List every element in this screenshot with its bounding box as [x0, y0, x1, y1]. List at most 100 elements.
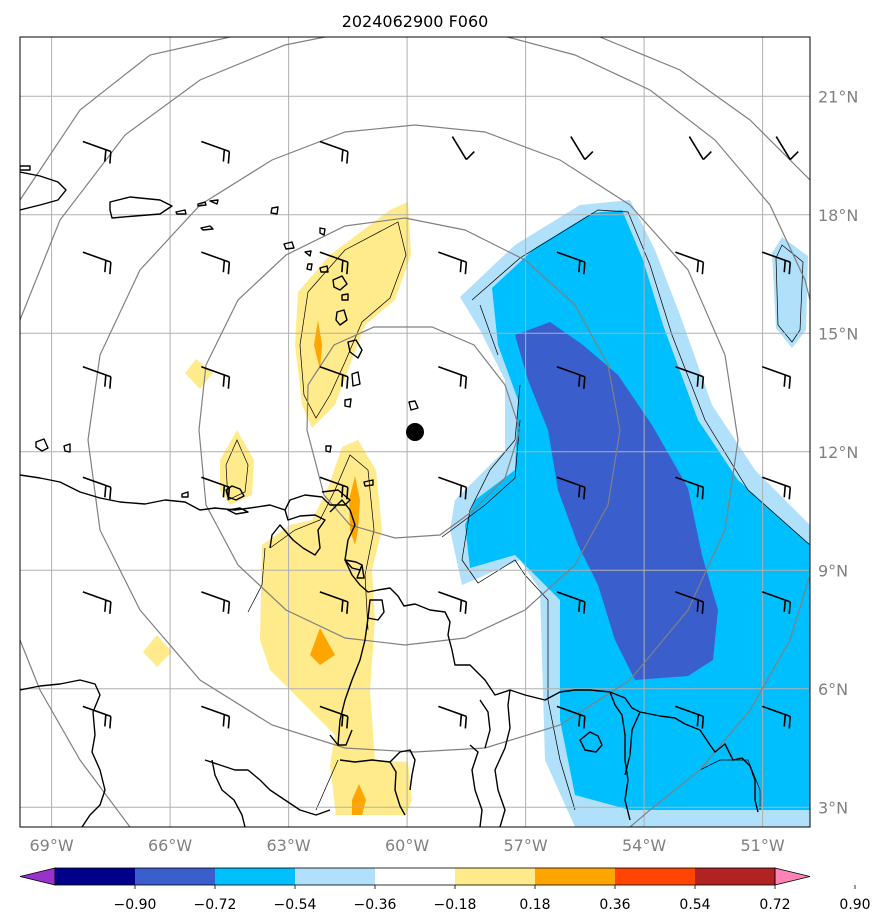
coastlines-segment-27 — [283, 241, 295, 250]
wind-barb — [675, 705, 705, 729]
wind-barb — [688, 136, 712, 161]
lat-lon-grid — [20, 37, 810, 827]
coastlines-segment-54 — [20, 679, 106, 827]
storm-center-marker — [406, 423, 424, 441]
coastlines-segment-33 — [341, 293, 349, 301]
longitude-tick-label: 69°W — [30, 836, 74, 855]
colorbar-tick-label: 0.36 — [599, 897, 630, 913]
wind-barb — [201, 591, 231, 614]
wind-barb — [761, 591, 792, 614]
coastlines-segment-51 — [367, 599, 385, 621]
wind-barb — [82, 476, 112, 500]
colorbar-band — [695, 868, 775, 885]
coastlines-segment-50 — [356, 564, 365, 579]
field-contour-lines-segment-2 — [461, 384, 576, 811]
longitude-tick-label: 63°W — [267, 836, 311, 855]
neg-strong-region-0 — [515, 322, 718, 680]
wind-barb — [201, 476, 231, 500]
wind-barb — [319, 591, 349, 614]
latitude-tick-labels: 3°N 6°N 9°N 12°N 15°N 18°N 21°N — [818, 87, 858, 817]
range-rings-segment-14 — [20, 37, 810, 321]
colorbar-tick-label: −0.72 — [194, 897, 237, 913]
wind-barb — [761, 365, 792, 389]
colorbar-outline — [54, 867, 776, 886]
latitude-tick-label: 12°N — [818, 443, 858, 462]
coastlines-segment-46 — [20, 474, 326, 556]
range-rings-segment-15 — [20, 639, 131, 827]
wind-barb — [438, 705, 468, 729]
coastlines-segment-30 — [306, 263, 313, 271]
coastlines-segment-19 — [20, 171, 67, 211]
colorbar-band — [295, 868, 375, 885]
longitude-tick-labels: 69°W 66°W 63°W 60°W 57°W 54°W 51°W — [30, 836, 785, 855]
coastlines-segment-20 — [20, 165, 31, 171]
field-contour-lines-segment-8 — [775, 244, 804, 343]
latitude-tick-label: 9°N — [818, 561, 848, 580]
colorbar-tick-label: 0.90 — [839, 897, 870, 913]
wind-barb — [201, 365, 231, 389]
wind-barb — [570, 136, 594, 161]
wind-barb — [201, 251, 231, 275]
coastlines-segment-57 — [339, 759, 406, 816]
latitude-tick-label: 3°N — [818, 798, 848, 817]
field-contour-lines-segment-9 — [699, 759, 761, 810]
colorbar-band — [535, 868, 615, 885]
colorbar-tick-label: −0.18 — [434, 897, 477, 913]
coastlines-segment-58 — [389, 749, 416, 791]
coastlines-segment-34 — [335, 309, 348, 326]
colorbar-high-extension — [774, 867, 811, 886]
range-rings-segment-18 — [599, 37, 810, 181]
wind-barb — [319, 365, 349, 389]
wind-barb — [82, 705, 112, 729]
field-contour-lines-segment-6 — [247, 547, 266, 613]
latitude-tick-label: 21°N — [818, 87, 858, 106]
colorbar-band — [375, 868, 455, 885]
colorbar-tick-label: −0.54 — [274, 897, 317, 913]
colorbar-band — [455, 868, 535, 885]
longitude-tick-label: 54°W — [622, 836, 666, 855]
coastlines-segment-22 — [175, 209, 187, 215]
wind-barb — [319, 140, 349, 164]
colorbar-low-extension — [19, 867, 56, 886]
colorbar-band — [55, 868, 135, 885]
wind-barb — [675, 365, 705, 389]
range-rings-segment-16 — [629, 574, 810, 827]
field-contour-lines-segment-1 — [479, 304, 499, 356]
coastlines-segment-52 — [337, 617, 369, 746]
neg-weak-region-1 — [772, 237, 808, 348]
map-title: 2024062900 F060 — [342, 12, 489, 31]
coastlines-segment-23 — [197, 201, 207, 207]
negative-strong-contour-fill — [515, 322, 718, 680]
range-rings-segment-12 — [198, 217, 621, 646]
wind-barb — [82, 140, 112, 164]
wind-barb — [201, 140, 231, 164]
coastlines-segment-35 — [347, 339, 363, 359]
wind-barb — [451, 136, 475, 161]
coastlines-segment-36 — [351, 371, 361, 387]
coastlines-segment-39 — [325, 445, 332, 453]
longitude-tick-label: 66°W — [148, 836, 192, 855]
coastlines-segment-55 — [204, 759, 331, 816]
wind-barb — [319, 251, 349, 275]
coastlines-segment-24 — [209, 199, 219, 205]
wind-barb — [319, 705, 349, 729]
plot-area — [20, 37, 810, 827]
wind-barb — [556, 251, 586, 275]
field-contour-lines-segment-10 — [315, 759, 339, 811]
pos-mid-region-1 — [349, 476, 360, 545]
field-contour-lines-segment-5 — [269, 454, 375, 631]
longitude-tick-label: 51°W — [741, 836, 785, 855]
coastlines-segment-26 — [270, 206, 279, 215]
pos-weak-region-1 — [260, 440, 412, 815]
coastlines-segment-31 — [319, 265, 329, 273]
latitude-tick-label: 18°N — [818, 206, 858, 225]
coastlines-segment-32 — [332, 275, 348, 291]
map-frame — [19, 36, 811, 828]
colorbar-tick-label: 0.54 — [679, 897, 710, 913]
coastlines-segment-59 — [469, 744, 483, 827]
colorbar-tick-label: 0.72 — [759, 897, 790, 913]
coastlines-segment-60 — [479, 699, 491, 749]
wind-barb — [675, 251, 705, 275]
wind-barb — [556, 705, 586, 729]
